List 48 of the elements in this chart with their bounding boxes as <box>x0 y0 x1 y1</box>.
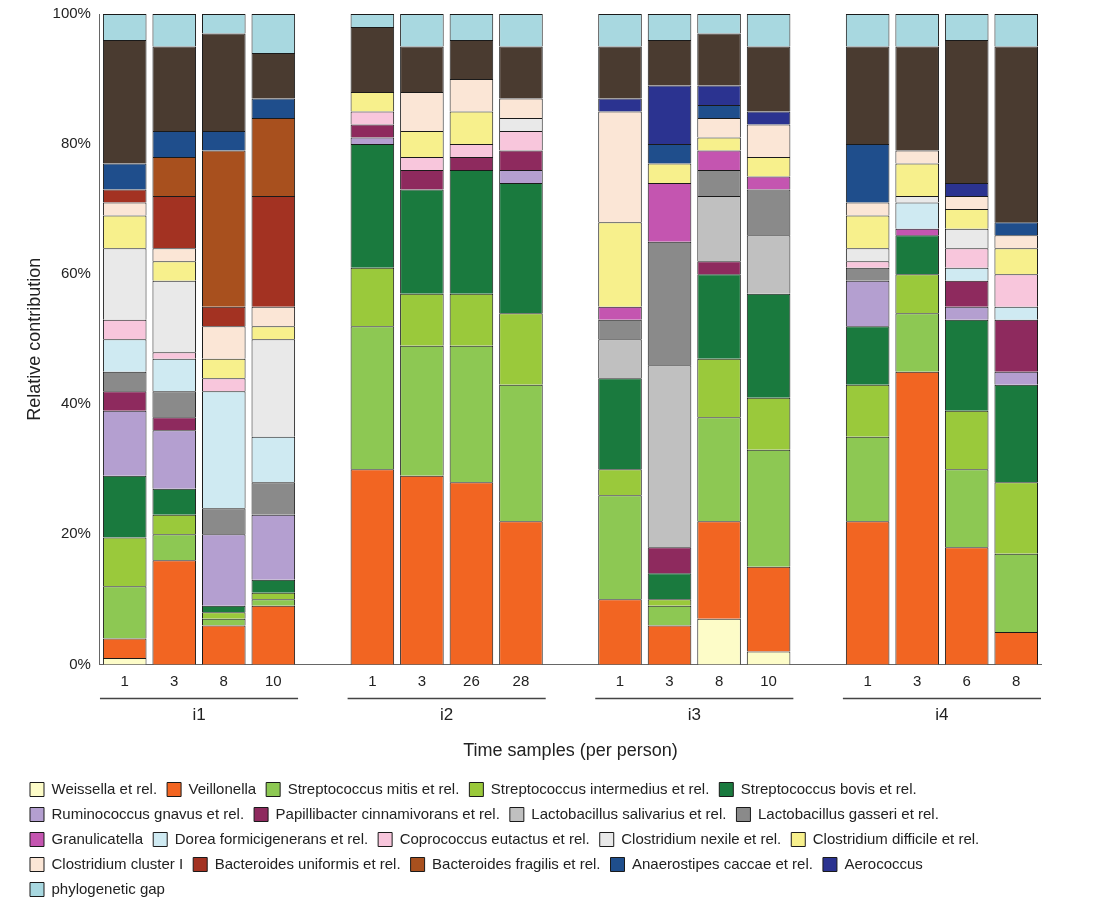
x-axis-title: Time samples (per person) <box>463 740 678 761</box>
x-tick-label: 10 <box>760 671 777 689</box>
x-tick-label: 8 <box>219 671 228 689</box>
x-tick-label: 6 <box>962 671 971 689</box>
legend-label: Streptococcus intermedius et rel. <box>490 779 710 797</box>
x-tick-label: 1 <box>368 671 377 689</box>
x-tick-label: 3 <box>417 671 427 689</box>
x-tick-label: 3 <box>170 671 179 689</box>
x-tick-label: 26 <box>463 671 480 689</box>
y-tick-label: 20% <box>60 524 91 542</box>
legend-label: Clostridium difficile et rel. <box>812 829 980 847</box>
legend-label: Veillonella <box>188 779 257 797</box>
x-tick-label: 3 <box>913 671 922 689</box>
legend-label: Lactobacillus salivarius et rel. <box>531 804 727 822</box>
legend-label: Bacteroides fragilis et rel. <box>432 854 601 872</box>
x-tick-label: 28 <box>512 671 530 689</box>
legend-label: Lactobacillus gasseri et rel. <box>757 804 939 822</box>
legend-label: Weissella et rel. <box>51 779 158 797</box>
text: i3 <box>687 704 701 724</box>
legend-label: Clostridium nexile et rel. <box>621 829 782 847</box>
y-tick-label: 40% <box>60 394 91 412</box>
legend-label: Papillibacter cinnamivorans et rel. <box>275 804 500 822</box>
text: i2 <box>440 704 454 724</box>
legend-label: Dorea formicigenerans et rel. <box>174 829 369 847</box>
x-tick-label: 10 <box>264 671 282 689</box>
legend-label: Aerococcus <box>844 854 923 872</box>
x-tick-label: 1 <box>120 671 129 689</box>
legend-label: Streptococcus bovis et rel. <box>740 779 917 797</box>
x-tick-label: 1 <box>615 671 625 689</box>
legend-label: Bacteroides uniformis et rel. <box>214 854 401 872</box>
y-tick-label: 100% <box>52 4 91 22</box>
x-tick-label: 3 <box>665 671 674 689</box>
legend-label: Streptococcus mitis et rel. <box>287 779 460 797</box>
legend-label: Granulicatella <box>51 829 144 847</box>
text: i1 <box>192 704 206 724</box>
legend-label: Ruminococcus gnavus et rel. <box>51 804 245 822</box>
x-tick-label: 8 <box>1012 671 1021 689</box>
y-tick-label: 0% <box>69 654 91 672</box>
y-axis-title: Relative contribution <box>23 257 44 421</box>
legend-label: Coprococcus eutactus et rel. <box>399 829 590 847</box>
legend-label: Clostridium cluster I <box>51 854 184 872</box>
y-tick-label: 80% <box>60 134 91 152</box>
legend-label: Anaerostipes caccae et rel. <box>632 854 813 872</box>
y-tick-label: 60% <box>60 264 91 282</box>
x-tick-label: 1 <box>863 671 872 689</box>
text: i4 <box>935 704 949 724</box>
x-tick-label: 8 <box>714 671 724 689</box>
legend-label: phylogenetic gap <box>51 879 165 897</box>
